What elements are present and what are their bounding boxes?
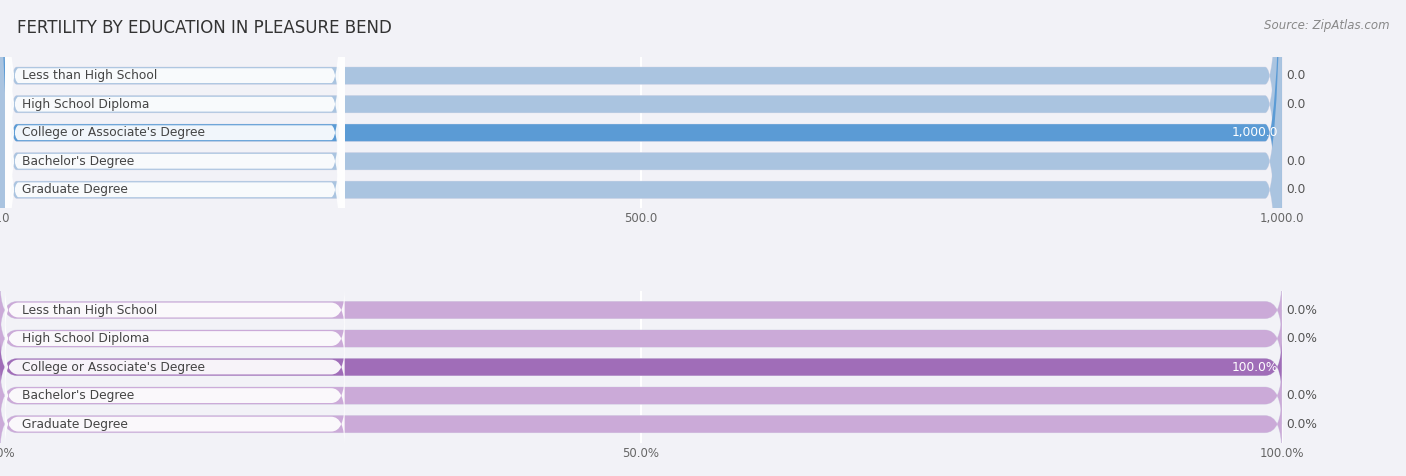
FancyBboxPatch shape [0,338,1282,396]
FancyBboxPatch shape [0,0,1282,438]
FancyBboxPatch shape [6,373,344,418]
Text: Graduate Degree: Graduate Degree [22,183,128,196]
FancyBboxPatch shape [0,310,1282,367]
FancyBboxPatch shape [0,396,1282,453]
FancyBboxPatch shape [0,0,1282,476]
Text: 0.0: 0.0 [1286,98,1306,111]
FancyBboxPatch shape [0,396,1282,453]
Text: 0.0%: 0.0% [1286,332,1317,345]
Text: FERTILITY BY EDUCATION IN PLEASURE BEND: FERTILITY BY EDUCATION IN PLEASURE BEND [17,19,392,37]
FancyBboxPatch shape [6,316,344,361]
FancyBboxPatch shape [0,0,1282,476]
Text: College or Associate's Degree: College or Associate's Degree [22,126,205,139]
FancyBboxPatch shape [0,281,1282,338]
FancyBboxPatch shape [0,0,1282,476]
FancyBboxPatch shape [6,0,344,450]
Text: 0.0: 0.0 [1286,183,1306,196]
Text: 0.0: 0.0 [1286,155,1306,168]
Text: 0.0%: 0.0% [1286,389,1317,402]
FancyBboxPatch shape [0,310,1282,367]
FancyBboxPatch shape [0,0,1282,476]
FancyBboxPatch shape [0,0,1282,476]
Text: High School Diploma: High School Diploma [22,332,149,345]
Text: 0.0%: 0.0% [1286,304,1317,317]
FancyBboxPatch shape [6,288,344,332]
Text: 100.0%: 100.0% [1232,361,1278,374]
Text: 0.0%: 0.0% [1286,417,1317,431]
Text: Less than High School: Less than High School [22,69,157,82]
FancyBboxPatch shape [0,0,1282,466]
FancyBboxPatch shape [0,367,1282,424]
FancyBboxPatch shape [6,0,344,394]
FancyBboxPatch shape [6,402,344,446]
FancyBboxPatch shape [0,0,1282,476]
FancyBboxPatch shape [0,281,1282,338]
Text: Graduate Degree: Graduate Degree [22,417,128,431]
Text: 1,000.0: 1,000.0 [1232,126,1278,139]
Text: College or Associate's Degree: College or Associate's Degree [22,361,205,374]
FancyBboxPatch shape [6,0,344,476]
Text: Bachelor's Degree: Bachelor's Degree [22,155,134,168]
Text: Source: ZipAtlas.com: Source: ZipAtlas.com [1264,19,1389,32]
FancyBboxPatch shape [6,345,344,389]
FancyBboxPatch shape [0,0,1282,466]
FancyBboxPatch shape [0,367,1282,424]
Text: 0.0: 0.0 [1286,69,1306,82]
Text: Less than High School: Less than High School [22,304,157,317]
Text: Bachelor's Degree: Bachelor's Degree [22,389,134,402]
FancyBboxPatch shape [6,0,344,365]
FancyBboxPatch shape [6,0,344,422]
FancyBboxPatch shape [0,338,1282,396]
Text: High School Diploma: High School Diploma [22,98,149,111]
FancyBboxPatch shape [0,0,1282,438]
